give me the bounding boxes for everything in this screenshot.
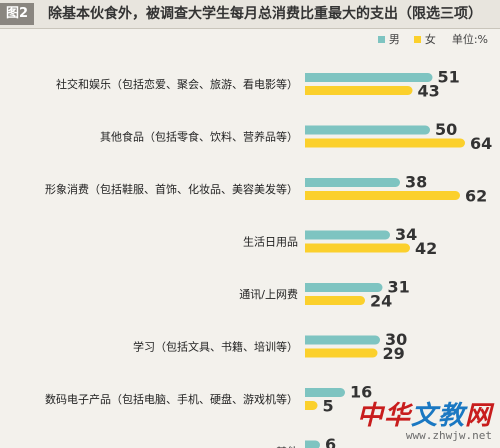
bar-male — [305, 440, 320, 448]
category-label: 其他 — [276, 446, 298, 448]
data-label-female: 43 — [418, 82, 440, 101]
watermark-char: 文 — [410, 401, 438, 431]
bar-male — [305, 125, 430, 135]
bar-female — [305, 296, 365, 305]
category-label: 学习（包括文具、书籍、培训等） — [133, 340, 298, 354]
category-label: 社交和娱乐（包括恋爱、聚会、旅游、看电影等） — [56, 77, 298, 91]
data-label-male: 16 — [350, 383, 372, 402]
data-label-female: 5 — [323, 397, 334, 416]
watermark-char: 中 — [356, 401, 384, 431]
data-label-male: 30 — [385, 330, 407, 349]
chart-title: 除基本伙食外，被调查大学生每月总消费比重最大的支出（限选三项） — [48, 6, 482, 22]
watermark: 中华文教网 www.zhwjw.net — [357, 402, 492, 442]
bar-male — [305, 335, 380, 345]
unit-label: 单位:% — [451, 33, 488, 46]
watermark-char: 教 — [437, 401, 465, 431]
legend: 男 女 单位:% — [377, 31, 488, 47]
data-label-male: 51 — [438, 68, 460, 87]
bar-female — [305, 191, 460, 200]
data-label-male: 38 — [405, 173, 427, 192]
bar-female — [305, 243, 410, 253]
legend-label-male: 男 — [388, 33, 400, 46]
bar-male — [305, 388, 345, 397]
category-label: 形象消费（包括鞋服、首饰、化妆品、美容美发等） — [45, 182, 298, 196]
data-label-male: 50 — [435, 120, 457, 139]
legend-label-female: 女 — [424, 33, 436, 46]
bar-male — [305, 283, 383, 292]
category-label: 数码电子产品（包括电脑、手机、硬盘、游戏机等） — [45, 392, 298, 406]
figure-label: 图2 — [0, 3, 35, 25]
legend-swatch-male — [377, 35, 385, 43]
data-label-male: 6 — [325, 435, 336, 448]
data-label-female: 24 — [370, 292, 392, 311]
title-bar: 图2 除基本伙食外，被调查大学生每月总消费比重最大的支出（限选三项） — [0, 0, 500, 29]
category-label: 生活日用品 — [243, 235, 298, 249]
watermark-url: www.zhwjw.net — [405, 429, 492, 442]
data-label-female: 42 — [415, 239, 437, 258]
watermark-char: 网 — [464, 401, 492, 431]
bar-female — [305, 86, 413, 95]
bar-male — [305, 73, 433, 82]
bar-female — [305, 138, 465, 148]
legend-swatch-female — [413, 35, 421, 43]
data-label-male: 31 — [388, 278, 410, 297]
data-label-female: 64 — [470, 134, 492, 153]
data-label-male: 34 — [395, 225, 417, 244]
bar-female — [305, 401, 318, 410]
watermark-logo: 中华文教网 — [357, 402, 492, 430]
category-label: 通讯/上网费 — [239, 288, 298, 301]
data-label-female: 62 — [465, 187, 487, 206]
category-label: 其他食品（包括零食、饮料、营养品等） — [100, 130, 298, 144]
bar-female — [305, 348, 378, 358]
bar-male — [305, 178, 400, 187]
bar-male — [305, 230, 390, 240]
data-label-female: 29 — [383, 344, 405, 363]
watermark-char: 华 — [383, 401, 411, 431]
